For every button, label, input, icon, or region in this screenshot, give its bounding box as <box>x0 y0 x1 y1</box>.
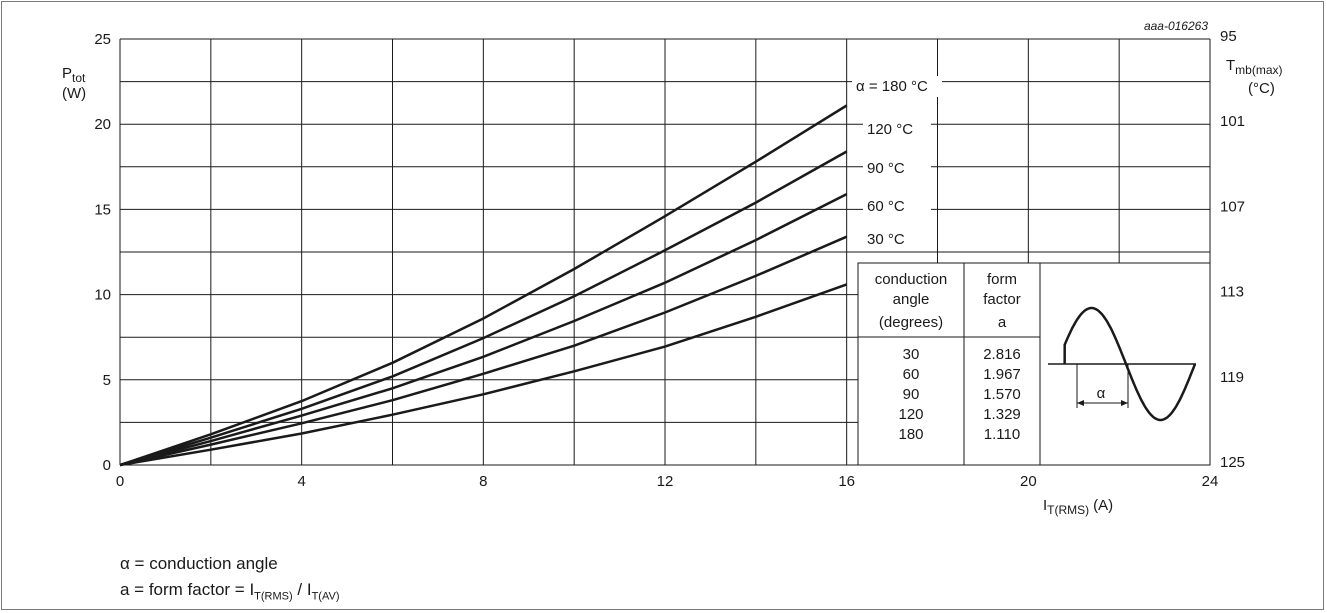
series-label-bg <box>852 76 942 97</box>
y-axis-unit: (W) <box>62 85 86 102</box>
y-tick-label: 15 <box>94 201 111 218</box>
y2-tick-label: 125 <box>1220 454 1245 471</box>
inset-form-cell: 1.110 <box>984 426 1020 443</box>
x-tick-label: 20 <box>1020 473 1037 490</box>
inset-form-cell: 1.329 <box>983 406 1021 423</box>
inset-header-form-2: factor <box>983 291 1021 308</box>
y2-axis-unit: (°C) <box>1248 80 1275 97</box>
series-line <box>119 192 848 467</box>
y2-tick-label: 107 <box>1220 198 1245 215</box>
x-axis-ticks: 0 4 8 12 16 20 24 <box>116 473 1219 490</box>
y-tick-label: 25 <box>94 31 111 48</box>
series-label: α = 180 °C <box>856 78 928 95</box>
series-label-bg <box>863 229 931 250</box>
y-tick-label: 20 <box>94 116 111 133</box>
note-form-factor: a = form factor = IT(RMS) / IT(AV) <box>120 580 340 603</box>
series-line <box>119 235 848 467</box>
inset-header-form-3: a <box>998 314 1007 331</box>
note-alpha: α = conduction angle <box>120 554 278 573</box>
inset-angle-cell: 30 <box>903 346 920 363</box>
series-label-bg <box>863 196 931 217</box>
series-label-bg <box>863 158 931 179</box>
inset-angle-cell: 90 <box>903 386 920 403</box>
y2-tick-label: 95 <box>1220 28 1237 45</box>
curves: α = 180 °C 120 °C 90 °C 60 °C 30 °C <box>119 76 942 467</box>
inset-header-angle-2: angle <box>893 291 930 308</box>
x-axis-label: IT(RMS) (A) <box>1043 497 1113 517</box>
waveform-alpha-label: α <box>1097 385 1106 402</box>
y-axis-label: Ptot <box>62 65 86 85</box>
series-line <box>119 104 848 467</box>
inset-form-cell: 1.967 <box>983 366 1021 383</box>
x-tick-label: 4 <box>297 473 305 490</box>
y-tick-label: 10 <box>94 287 111 304</box>
series-label: 30 °C <box>867 231 905 248</box>
series-label: 90 °C <box>867 160 905 177</box>
y2-tick-label: 113 <box>1220 284 1244 301</box>
notes: α = conduction angle a = form factor = I… <box>120 551 339 609</box>
inset-table: conduction angle (degrees) form factor a… <box>857 262 1211 466</box>
y-axis-ticks: 0 5 10 15 20 25 <box>94 31 111 474</box>
series-label: 120 °C <box>867 121 913 138</box>
x-tick-label: 12 <box>657 473 674 490</box>
y2-tick-label: 119 <box>1220 369 1244 386</box>
inset-header-angle-1: conduction <box>875 271 948 288</box>
y2-axis-ticks: 95 101 107 113 119 125 <box>1220 28 1245 471</box>
inset-angle-cell: 60 <box>903 366 920 383</box>
series-label-bg <box>863 119 931 140</box>
x-tick-label: 24 <box>1202 473 1219 490</box>
y-tick-label: 5 <box>103 372 111 389</box>
waveform-icon: α <box>1048 306 1197 422</box>
series-line <box>119 150 848 467</box>
series-line <box>119 283 848 467</box>
inset-form-cell: 1.570 <box>983 386 1021 403</box>
y-tick-label: 0 <box>103 457 111 474</box>
series-label: 60 °C <box>867 198 905 215</box>
inset-rows: 30 2.816 60 1.967 90 1.570 120 1.329 180 1.110 <box>898 346 1020 443</box>
inset-angle-cell: 120 <box>898 406 923 423</box>
inset-header-form-1: form <box>987 271 1017 288</box>
inset-header-angle-3: (degrees) <box>879 314 943 331</box>
x-tick-label: 8 <box>479 473 487 490</box>
y2-tick-label: 101 <box>1220 113 1245 130</box>
x-tick-label: 0 <box>116 473 124 490</box>
x-tick-label: 16 <box>838 473 855 490</box>
reference-code: aaa-016263 <box>1144 19 1208 33</box>
inset-angle-cell: 180 <box>898 426 923 443</box>
y2-axis-label: Tmb(max) <box>1226 57 1283 77</box>
inset-form-cell: 2.816 <box>983 346 1021 363</box>
